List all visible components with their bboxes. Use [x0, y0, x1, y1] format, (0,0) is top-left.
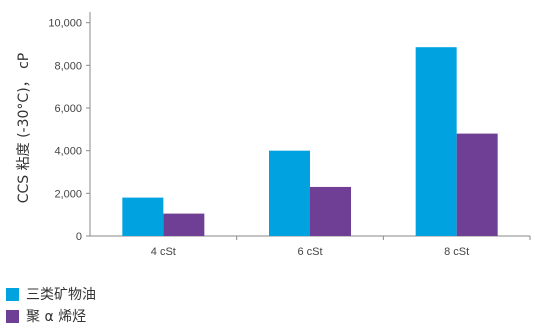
y-axis-ticks: 0 2,000 4,000 6,000 8,000 10,000 — [48, 18, 90, 243]
legend-item-series-2: 聚 α 烯烃 — [6, 306, 96, 326]
legend-swatch-series-2 — [6, 309, 19, 323]
bar-chart: CCS 粘度 (-30°C)， cP 0 2,000 4,000 6,000 8,000… — [16, 12, 531, 258]
y-tick-label: 6,000 — [54, 103, 82, 115]
x-tick-label: 6 cSt — [297, 246, 322, 258]
y-tick-label: 8,000 — [54, 60, 82, 72]
bar-series-2-6-cSt — [310, 186, 351, 236]
legend-label-series-1: 三类矿物油 — [26, 287, 96, 303]
x-tick-label: 8 cSt — [444, 246, 469, 258]
y-axis-label: CCS 粘度 (-30°C)， cP — [16, 53, 32, 204]
legend-swatch-series-1 — [6, 287, 19, 301]
y-tick-label: 2,000 — [54, 188, 82, 200]
bar-series-1-4-cSt — [122, 197, 164, 236]
y-tick-label: 10,000 — [48, 18, 82, 30]
bar-series-2-4-cSt — [163, 213, 205, 236]
bar-series-1-8-cSt — [415, 47, 457, 237]
y-tick-label: 4,000 — [54, 146, 82, 158]
bar-series-1-6-cSt — [269, 150, 310, 236]
legend-item-series-1: 三类矿物油 — [6, 284, 96, 304]
x-axis-tick-labels: 4 cSt 6 cSt 8 cSt — [151, 236, 531, 258]
bars — [122, 47, 498, 237]
x-tick-label: 4 cSt — [151, 246, 176, 258]
y-tick-label: 0 — [76, 231, 82, 243]
bar-series-2-8-cSt — [456, 133, 498, 236]
legend-label-series-2: 聚 α 烯烃 — [26, 309, 87, 325]
legend: 三类矿物油 聚 α 烯烃 — [6, 284, 96, 328]
